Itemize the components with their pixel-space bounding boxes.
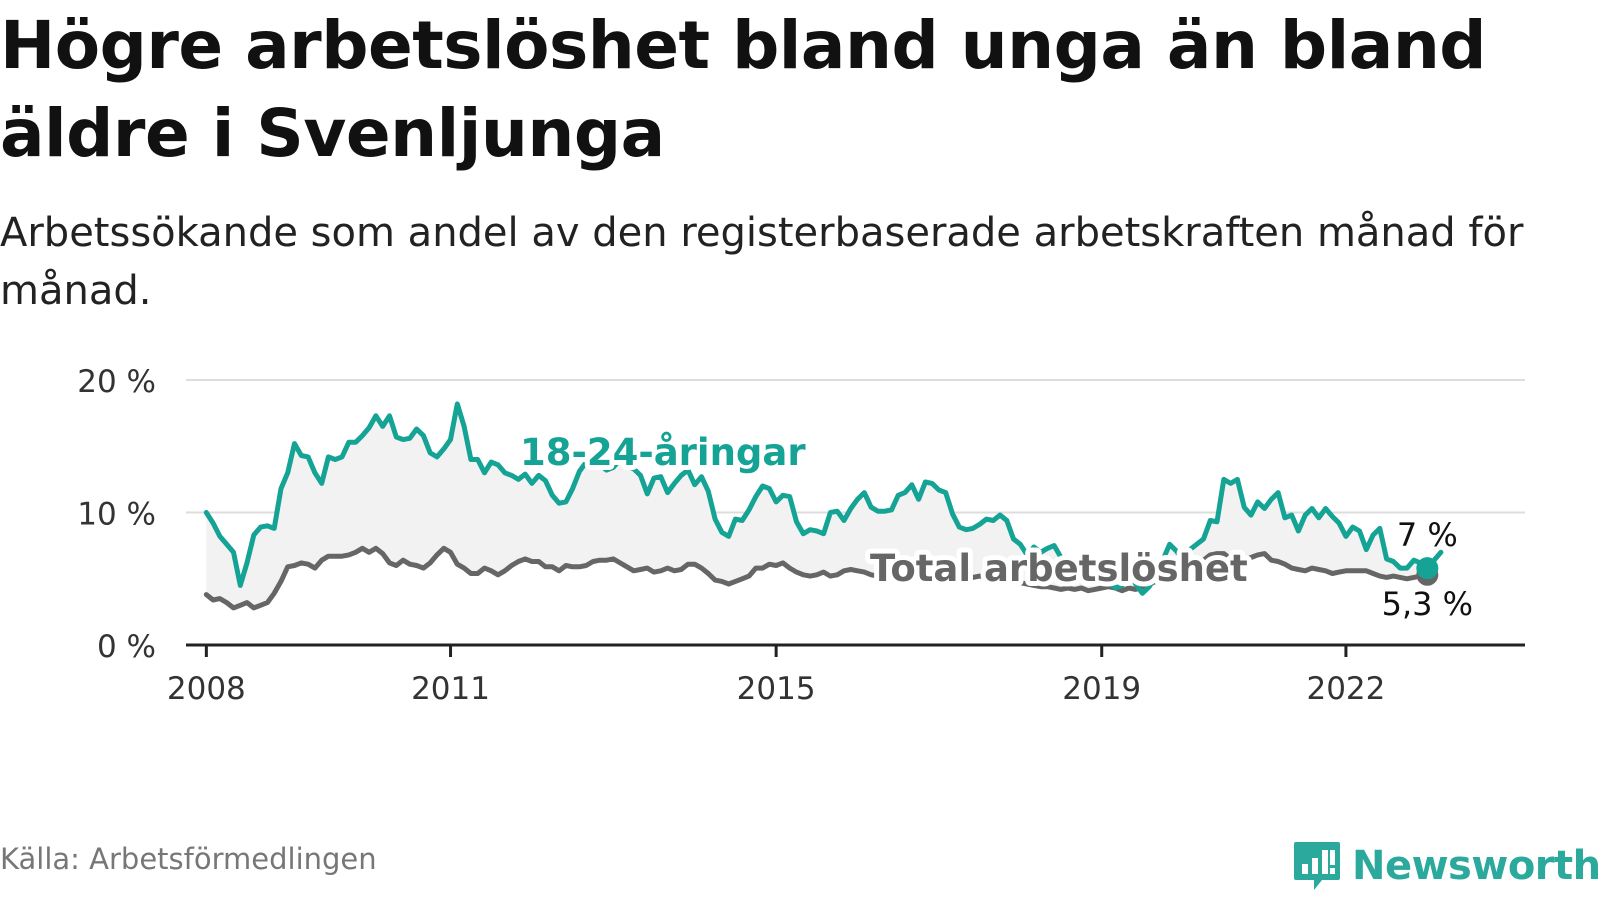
x-tick-label: 2008 — [167, 671, 246, 707]
y-tick-label: 0 % — [97, 629, 156, 665]
series-label-total: Total arbetslöshet — [870, 547, 1248, 590]
end-label-total: 5,3 % — [1382, 585, 1473, 623]
y-tick-label: 10 % — [77, 497, 156, 533]
end-point-youth — [1416, 557, 1439, 580]
label-layer: 18-24-åringar Total arbetslöshet 7 % 5,3 % — [515, 426, 1476, 626]
gap-band — [206, 403, 1428, 608]
x-tick-label: 2011 — [411, 671, 490, 707]
chart-title: Högre arbetslöshet bland unga än bland ä… — [0, 7, 1487, 172]
x-tick-label: 2015 — [737, 671, 816, 707]
brand-name: Newsworthy — [1352, 843, 1600, 889]
x-tick-label: 2019 — [1062, 671, 1141, 707]
y-tick-label: 20 % — [77, 364, 156, 400]
band-layer — [206, 403, 1428, 608]
source-note: Källa: Arbetsförmedlingen — [0, 842, 377, 876]
series-line-total — [203, 545, 1430, 611]
series-label-youth: 18-24-åringar — [520, 431, 806, 474]
series-layer — [203, 401, 1444, 611]
end-label-youth: 7 % — [1397, 516, 1458, 554]
series-line-youth — [203, 401, 1444, 596]
x-tick-label: 2022 — [1306, 671, 1385, 707]
newsworthy-logo-icon — [1294, 842, 1340, 890]
axis-layer: 0 % 10 % 20 % 2008 2011 2015 2019 2022 — [77, 364, 1525, 707]
brand-logo: Newsworthy — [1292, 840, 1600, 892]
chart-subtitle: Arbetssökande som andel av den registerb… — [0, 210, 1524, 314]
